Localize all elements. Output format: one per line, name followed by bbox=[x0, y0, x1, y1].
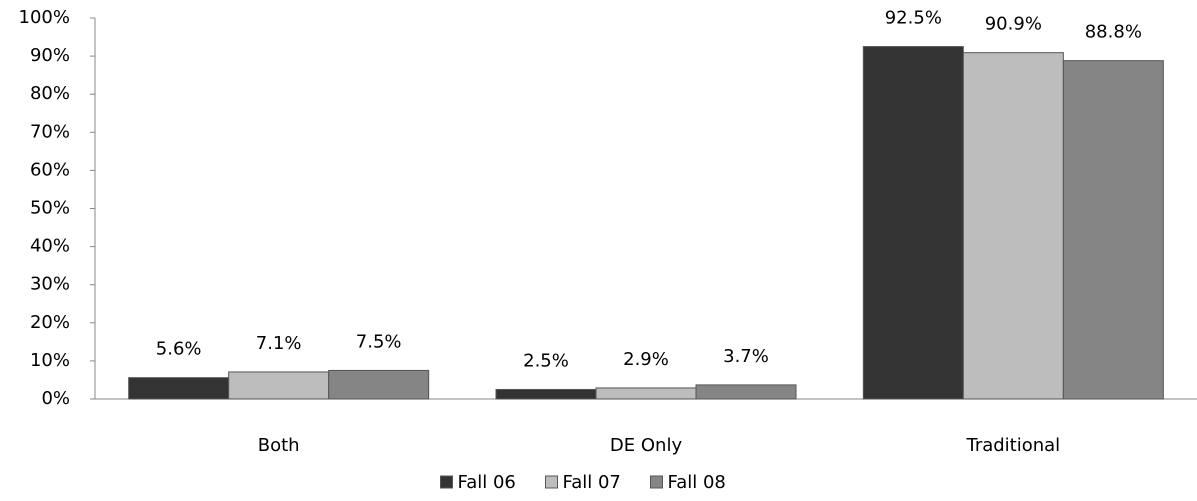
x-tick-label: Both bbox=[258, 435, 300, 456]
value-label: 5.6% bbox=[156, 339, 202, 360]
value-label: 7.1% bbox=[256, 333, 302, 354]
bar bbox=[328, 369, 430, 400]
value-label: 7.5% bbox=[356, 331, 402, 352]
value-label: 92.5% bbox=[885, 8, 942, 29]
y-tick-label: 60% bbox=[30, 159, 70, 180]
y-tick-label: 10% bbox=[30, 350, 70, 371]
legend-swatch bbox=[545, 475, 558, 489]
y-tick-label: 30% bbox=[30, 274, 70, 295]
bar bbox=[1062, 60, 1164, 400]
legend-swatch bbox=[440, 475, 453, 489]
value-label: 3.7% bbox=[723, 346, 769, 367]
y-tick-label: 70% bbox=[30, 121, 70, 142]
x-tick-label: DE Only bbox=[610, 435, 683, 456]
value-label: 88.8% bbox=[1085, 22, 1142, 43]
bar bbox=[128, 377, 230, 400]
y-tick-label: 40% bbox=[30, 236, 70, 257]
y-tick-label: 90% bbox=[30, 45, 70, 66]
y-tick-label: 0% bbox=[41, 388, 70, 409]
bar bbox=[228, 371, 330, 400]
y-tick-label: 80% bbox=[30, 83, 70, 104]
x-tick-label: Traditional bbox=[965, 435, 1060, 456]
value-label: 2.5% bbox=[523, 350, 569, 371]
legend-label: Fall 08 bbox=[668, 472, 726, 493]
bar bbox=[862, 46, 964, 400]
legend-swatch bbox=[650, 475, 663, 489]
y-tick-label: 100% bbox=[19, 7, 70, 28]
bar bbox=[495, 388, 597, 400]
bar bbox=[695, 384, 797, 400]
value-label: 2.9% bbox=[623, 349, 669, 370]
value-label: 90.9% bbox=[985, 14, 1042, 35]
legend-label: Fall 07 bbox=[563, 472, 621, 493]
y-tick-label: 20% bbox=[30, 312, 70, 333]
bar bbox=[595, 387, 697, 400]
legend-label: Fall 06 bbox=[458, 472, 516, 493]
y-tick-label: 50% bbox=[30, 198, 70, 219]
bar bbox=[962, 52, 1064, 400]
